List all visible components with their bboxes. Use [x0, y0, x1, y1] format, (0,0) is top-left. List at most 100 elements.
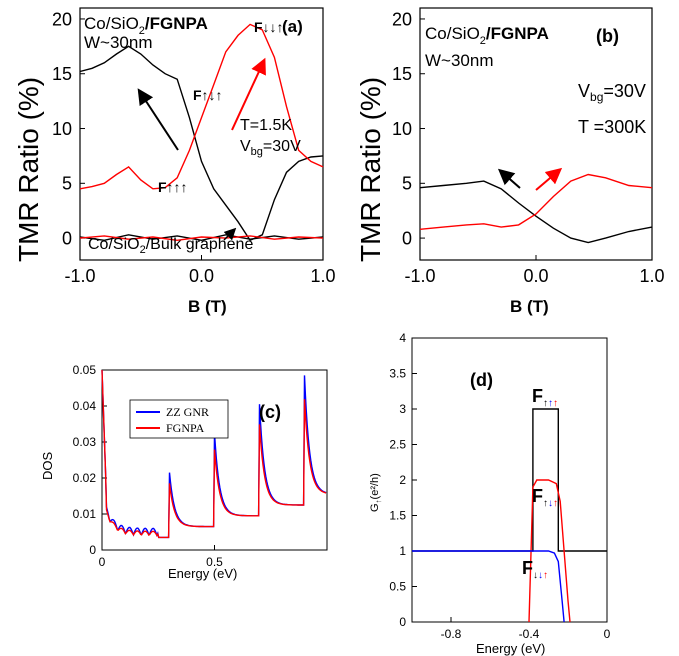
- legend-label-zz-gnr: ZZ GNR: [166, 405, 209, 419]
- y-tick-label: 2: [399, 473, 406, 487]
- panel-d-series-1-line: [528, 479, 571, 623]
- label-F-down-down-up-d: F↓↓↑: [522, 558, 548, 581]
- y-tick-label: 1: [399, 544, 406, 558]
- y-tick-label: 3: [399, 402, 406, 416]
- y-tick-label: 20: [392, 9, 412, 29]
- label-F-up-down-up-a: F↑↓↑: [193, 87, 223, 103]
- x-tick-label: -0.4: [519, 627, 540, 641]
- y-tick-label: 0.04: [73, 399, 97, 413]
- panel-a-xticks: -1.0 0.0 1.0: [64, 255, 336, 286]
- panel-c-series: [101, 369, 327, 539]
- panel-b-xticks: -1.0 0.0 1.0: [404, 255, 665, 286]
- x-tick-label: -1.0: [404, 266, 435, 286]
- panel-d-series: [412, 408, 607, 623]
- y-tick-label: 15: [392, 64, 412, 84]
- label-F-up-up-up-a: F↑↑↑: [158, 179, 188, 195]
- x-tick-label: 0: [99, 555, 106, 569]
- panel-d-yticks: 0 0.5 1 1.5 2 2.5 3 3.5 4: [389, 331, 417, 629]
- panel-c-yticks: 0 0.01 0.02 0.03 0.04 0.05: [73, 363, 107, 557]
- panel-b-width: W~30nm: [425, 51, 494, 70]
- y-tick-label: 1.5: [389, 509, 406, 523]
- panel-b-temperature: T =300K: [578, 117, 646, 137]
- panel-b-xlabel: B (T): [510, 297, 549, 316]
- y-tick-label: 5: [62, 174, 72, 194]
- panel-d-xticks: -0.8 -0.4 0: [441, 617, 611, 641]
- panel-c-series-1-line: [101, 369, 327, 539]
- y-tick-label: 0: [399, 615, 406, 629]
- panel-d-xlabel: Energy (eV): [476, 641, 545, 656]
- y-tick-label: 5: [402, 174, 412, 194]
- panel-a-series-2-line: [79, 234, 324, 242]
- legend-label-fgnpa: FGNPA: [166, 421, 205, 435]
- y-tick-label: 0.5: [389, 580, 406, 594]
- y-tick-label: 10: [392, 119, 412, 139]
- y-tick-label: 0: [62, 228, 72, 248]
- panel-b-series: [419, 173, 653, 244]
- panel-c-xticks: 0 0.5: [99, 545, 223, 569]
- panel-a-title: Co/SiO2/FGNPA: [84, 14, 208, 37]
- panel-a-ylabel: TMR Ratio (%): [13, 77, 44, 262]
- panel-b-yticks: 0 5 10 15 20: [392, 9, 425, 248]
- y-tick-label: 15: [52, 64, 72, 84]
- y-tick-label: 0.05: [73, 363, 97, 377]
- x-tick-label: 1.0: [639, 266, 664, 286]
- panel-a-series: [79, 23, 324, 242]
- legend-box: [129, 399, 229, 439]
- panel-a-bulk-label: Co/SiO2/Bulk graphene: [88, 236, 253, 256]
- panel-a-xlabel: B (T): [188, 297, 227, 316]
- y-tick-label: 2.5: [389, 438, 406, 452]
- panel-d-series-0-line: [412, 408, 607, 552]
- panel-a-width: W~30nm: [84, 33, 153, 52]
- label-F-up-down-up-d: F↑↓↑: [532, 486, 558, 509]
- y-tick-label: 3.5: [389, 367, 406, 381]
- y-tick-label: 0.02: [73, 471, 97, 485]
- x-tick-label: 0.0: [189, 266, 214, 286]
- y-tick-label: 0.01: [73, 507, 97, 521]
- panel-a-gate: Vbg=30V: [240, 138, 301, 158]
- panel-b-title: Co/SiO2/FGNPA: [425, 24, 549, 47]
- panel-d-frame: [411, 337, 608, 623]
- panel-d-ylabel: G↑(e²/h): [369, 473, 383, 512]
- x-tick-label: 0.5: [206, 555, 223, 569]
- panel-a-label: (a): [282, 17, 303, 36]
- panel-a-series-0-line: [79, 45, 324, 242]
- x-tick-label: 1.0: [310, 266, 335, 286]
- y-tick-label: 4: [399, 331, 406, 345]
- panel-a-temperature: T=1.5K: [240, 117, 292, 134]
- panel-a-series-3-line: [79, 235, 324, 242]
- panel-c: 00.010.020.030.040.05 0 0.5 DOS Energy (e…: [40, 363, 328, 581]
- panel-b-label: (b): [596, 26, 619, 46]
- x-tick-label: 0: [604, 627, 611, 641]
- y-tick-label: 20: [52, 9, 72, 29]
- panel-a-yticks: 0 5 10 15 20: [52, 9, 85, 248]
- panel-b-series-0-line: [419, 180, 653, 244]
- panel-d-label: (d): [470, 370, 493, 390]
- y-tick-label: 0: [402, 228, 412, 248]
- x-tick-label: 0.0: [523, 266, 548, 286]
- x-tick-label: -1.0: [64, 266, 95, 286]
- panel-c-xlabel: Energy (eV): [168, 566, 237, 581]
- panel-c-legend: ZZ GNR FGNPA: [129, 399, 229, 439]
- panel-c-label: (c): [259, 402, 281, 422]
- panel-d: 0 0.5 1 1.5 2 2.5 3 3.5 4 -0.8 -0.4 0 G↑(e²/h) Ene…: [369, 331, 611, 656]
- panel-a-arrow-black: [137, 88, 179, 151]
- panel-b-arrow-black: [497, 168, 521, 189]
- panel-b-arrow-red: [535, 167, 563, 191]
- panel-a-series-1-line: [79, 23, 324, 190]
- panel-d-series-2-line: [412, 550, 565, 623]
- y-tick-label: 0.03: [73, 435, 97, 449]
- panel-b-gate: Vbg=30V: [578, 81, 646, 104]
- panel-c-ylabel: DOS: [40, 452, 55, 481]
- panel-a-arrow-bulk: [223, 227, 237, 241]
- label-F-down-down-up-a: F↓↓↑: [254, 19, 284, 35]
- label-F-up-up-up-d: F↑↑↑: [532, 386, 558, 409]
- y-tick-label: 0: [89, 543, 96, 557]
- panel-b-series-1-line: [419, 173, 653, 230]
- x-tick-label: -0.8: [441, 627, 462, 641]
- y-tick-label: 10: [52, 119, 72, 139]
- panel-b-ylabel: TMR Ratio (%): [355, 77, 386, 262]
- panel-a-arrow-red: [231, 57, 266, 131]
